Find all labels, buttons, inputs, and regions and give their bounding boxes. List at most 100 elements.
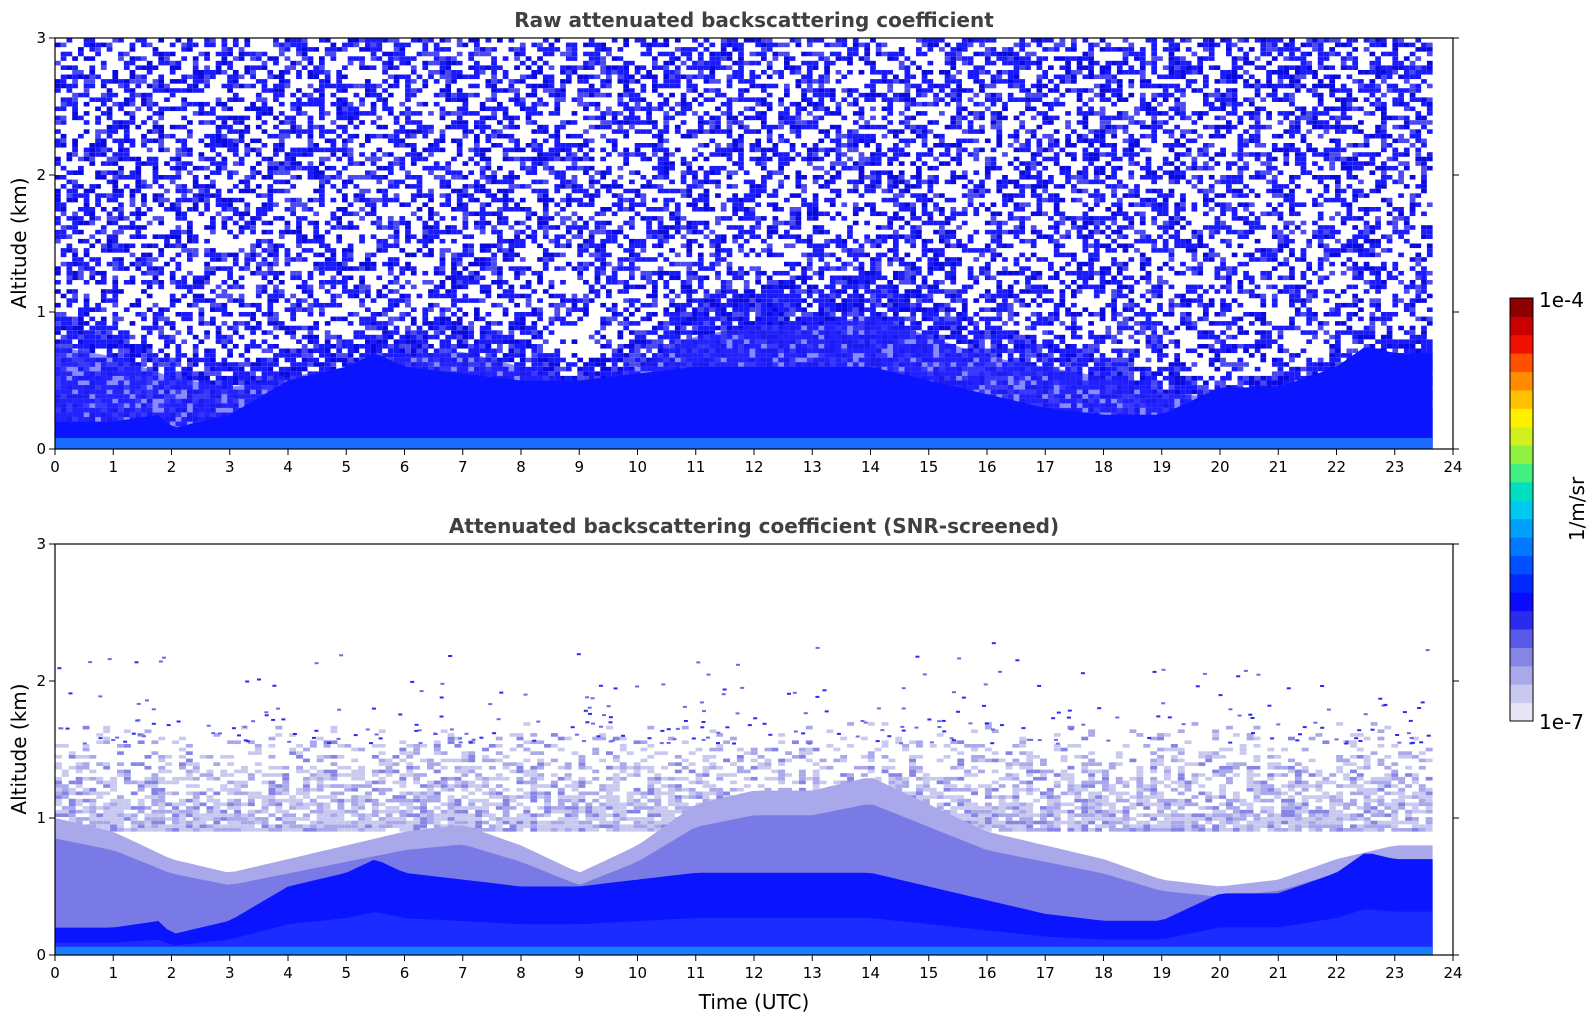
colorbar-unit-label: 1/m/sr: [1565, 476, 1589, 541]
colorbar-band: [1510, 334, 1533, 354]
bottom-x-tick: 24: [1443, 955, 1463, 982]
mixing-layer-inner: [55, 909, 1433, 955]
colorbar-band: [1510, 684, 1533, 704]
top-panel: Raw attenuated backscattering coefficien…: [7, 8, 1463, 476]
bottom-x-tick: 12: [744, 955, 764, 982]
bottom-x-tick-label: 21: [1269, 964, 1288, 982]
colorbar-min-label: 1e-7: [1539, 710, 1584, 734]
top-heatmap: [55, 38, 1433, 449]
top-x-tick-label: 14: [861, 458, 880, 476]
top-x-tick: 16: [977, 449, 997, 476]
top-x-tick-label: 5: [341, 458, 351, 476]
colorbar-bands: [1510, 298, 1533, 722]
top-x-tick: 12: [744, 449, 764, 476]
top-x-tick: 1: [108, 449, 118, 476]
top-x-tick: 9: [574, 449, 584, 476]
bottom-x-tick: 13: [803, 955, 822, 982]
bottom-x-tick-label: 23: [1385, 964, 1404, 982]
top-x-tick-label: 10: [628, 458, 647, 476]
top-x-tick-label: 19: [1152, 458, 1171, 476]
top-x-tick: 14: [861, 449, 880, 476]
bottom-x-ticks: 0 1 2 3 4 5 6 7 8 9 10 11 12 13 14 15 16 17 18 19 20 21 22 23 24: [50, 955, 1463, 982]
top-x-tick: 0: [50, 449, 60, 476]
colorbar-max-label: 1e-4: [1539, 288, 1584, 312]
bottom-x-tick: 17: [1036, 955, 1055, 982]
colorbar-band: [1510, 610, 1533, 630]
top-y-tick-label: 1: [36, 303, 46, 321]
bottom-x-tick: 3: [225, 955, 235, 982]
top-x-tick: 3: [225, 449, 235, 476]
colorbar: 1e-4 1e-7 1/m/sr: [1509, 288, 1589, 734]
bottom-y-tick-label: 3: [36, 535, 46, 553]
colorbar-frame: [1509, 297, 1534, 722]
bottom-x-tick: 1: [108, 955, 118, 982]
bottom-x-tick-label: 6: [400, 964, 410, 982]
top-y-tick: 1: [36, 303, 1459, 321]
top-x-tick: 18: [1094, 449, 1113, 476]
top-x-tick: 21: [1269, 449, 1288, 476]
bottom-y-tick-label: 2: [36, 672, 46, 690]
bottom-x-tick: 9: [574, 955, 584, 982]
colorbar-band: [1510, 426, 1533, 446]
top-x-tick-label: 18: [1094, 458, 1113, 476]
bottom-x-tick: 22: [1327, 955, 1346, 982]
bottom-x-tick: 19: [1152, 955, 1171, 982]
bottom-heatmap: [55, 544, 1433, 955]
bottom-y-ticks: 0 1 2 3: [36, 535, 1459, 964]
bottom-panel-title: Attenuated backscattering coefficient (S…: [449, 514, 1059, 538]
colorbar-band: [1510, 353, 1533, 373]
bottom-x-tick: 23: [1385, 955, 1404, 982]
bottom-x-tick-label: 20: [1210, 964, 1229, 982]
bottom-x-tick: 0: [50, 955, 60, 982]
top-x-tick: 13: [803, 449, 822, 476]
colorbar-band: [1510, 555, 1533, 575]
colorbar-band: [1510, 629, 1533, 648]
surface-layer: [55, 946, 1433, 955]
colorbar-band: [1510, 463, 1533, 483]
top-x-tick-label: 12: [744, 458, 763, 476]
bottom-y-tick: 3: [36, 535, 1459, 553]
colorbar-band: [1510, 518, 1533, 538]
top-x-tick: 17: [1036, 449, 1055, 476]
bottom-x-tick-label: 1: [108, 964, 118, 982]
colorbar-band: [1510, 500, 1533, 520]
top-y-axis-label: Altitude (km): [7, 177, 31, 308]
colorbar-band: [1510, 389, 1533, 409]
top-x-tick-label: 20: [1210, 458, 1229, 476]
bottom-x-tick-label: 19: [1152, 964, 1171, 982]
bottom-x-tick-label: 11: [686, 964, 705, 982]
top-x-tick: 6: [400, 449, 409, 476]
top-x-tick: 10: [628, 449, 647, 476]
bottom-x-tick-label: 14: [861, 964, 880, 982]
colorbar-band: [1510, 537, 1533, 556]
top-y-tick: 0: [36, 440, 1459, 458]
top-x-tick-label: 24: [1443, 458, 1462, 476]
colorbar-band: [1510, 573, 1533, 593]
bottom-x-tick: 4: [283, 955, 293, 982]
bottom-x-tick: 16: [977, 955, 997, 982]
bottom-x-tick: 8: [516, 955, 526, 982]
bottom-x-tick-label: 16: [977, 964, 996, 982]
bottom-x-tick: 14: [861, 955, 880, 982]
top-x-tick: 20: [1210, 449, 1230, 476]
top-x-tick-label: 23: [1385, 458, 1404, 476]
top-x-tick-label: 15: [919, 458, 938, 476]
bottom-y-tick: 1: [36, 809, 1459, 827]
top-x-tick-label: 0: [50, 458, 60, 476]
bottom-y-axis-label: Altitude (km): [7, 683, 31, 814]
colorbar-band: [1510, 371, 1533, 391]
bottom-y-tick: 2: [36, 672, 1459, 690]
colorbar-band: [1510, 665, 1533, 685]
bottom-x-tick: 5: [341, 955, 351, 982]
bottom-x-tick-label: 10: [628, 964, 647, 982]
colorbar-band: [1510, 445, 1533, 465]
top-y-ticks: 0 1 2 3: [36, 29, 1459, 458]
bottom-y-tick: 0: [36, 946, 1459, 964]
top-x-tick: 15: [919, 449, 938, 476]
bottom-panel: Attenuated backscattering coefficient (S…: [7, 514, 1463, 1014]
top-x-tick-label: 16: [977, 458, 996, 476]
top-x-tick-label: 13: [803, 458, 822, 476]
top-x-tick: 8: [516, 449, 526, 476]
top-x-tick: 24: [1443, 449, 1463, 476]
